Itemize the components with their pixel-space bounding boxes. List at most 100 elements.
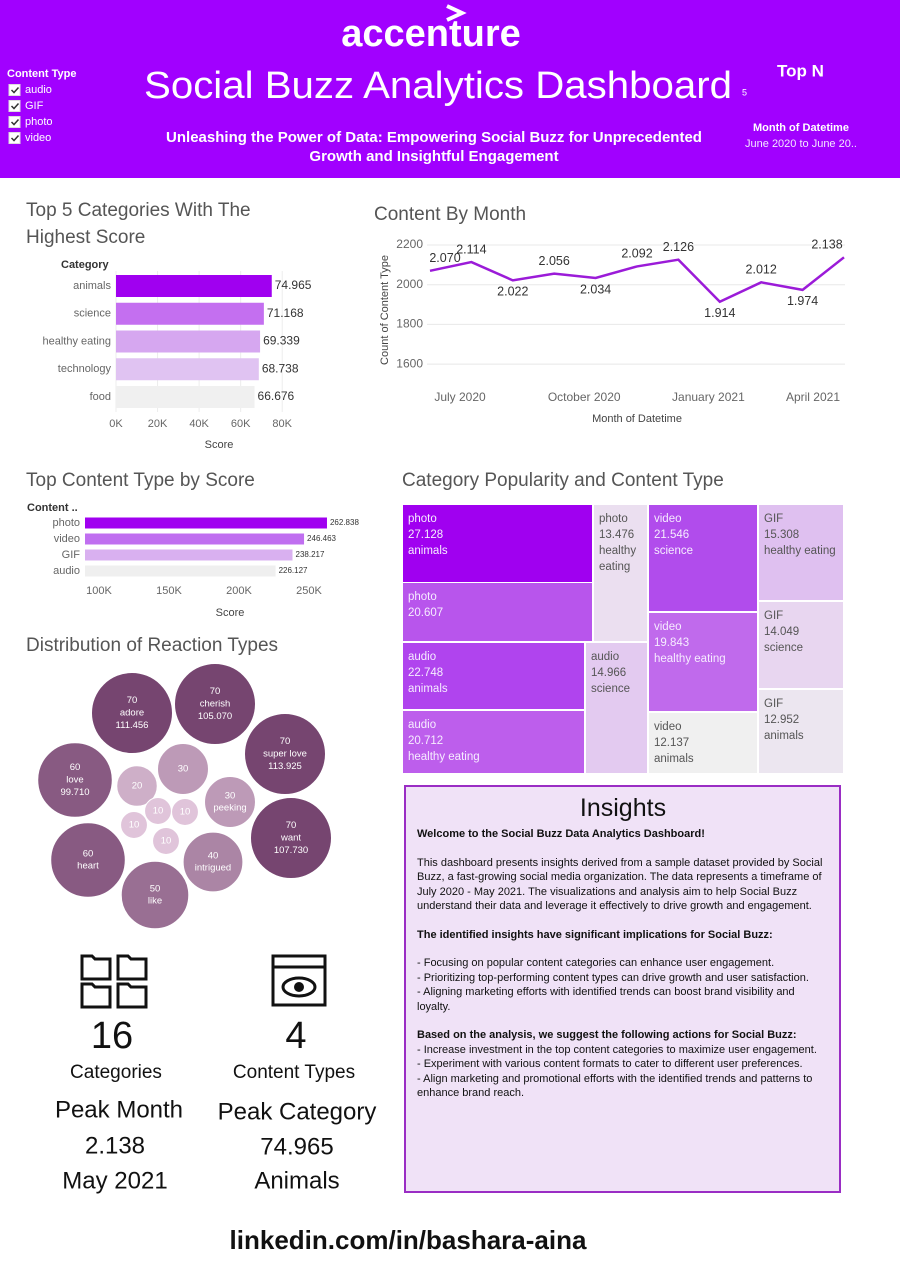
top-n-label[interactable]: Top N	[777, 61, 824, 80]
category-label: photo	[52, 517, 80, 529]
treemap-label: GIF 14.049 science	[764, 608, 840, 686]
bubble-value: 10	[129, 820, 140, 831]
treemap-group: GIF	[764, 513, 784, 525]
treemap-category: healthy eating	[408, 751, 480, 763]
insights-item: - Aligning marketing efforts with identi…	[417, 986, 795, 1013]
insights-panel: Insights Welcome to the Social Buzz Data…	[404, 785, 841, 1193]
treemap-cell	[586, 643, 647, 773]
bubble-value: 30	[225, 790, 236, 801]
bubble-value: 10	[180, 807, 191, 818]
insights-item: - Prioritizing top-performing content ty…	[417, 971, 809, 984]
bubble-value: 70	[127, 695, 138, 706]
treemap-cell	[403, 583, 592, 641]
treemap-group: audio	[591, 651, 620, 663]
filter-option[interactable]: GIF	[25, 100, 44, 112]
treemap-category: science	[764, 642, 803, 654]
value-label: 226.127	[279, 566, 308, 575]
y-tick-label: 1600	[396, 356, 423, 370]
x-tick-label: July 2020	[434, 390, 486, 404]
treemap-group: video	[654, 621, 682, 633]
bubble	[249, 796, 333, 880]
value-label: 66.676	[258, 389, 295, 403]
treemap-group: photo	[599, 513, 628, 525]
chart-title: Content By Month	[374, 204, 526, 225]
treemap-value: 13.476	[599, 529, 635, 541]
peak-value: 74.965	[260, 1133, 333, 1160]
value-label: 2.114	[456, 242, 486, 256]
value-label: 1.914	[704, 306, 735, 320]
peak-label: Peak Category	[218, 1098, 377, 1125]
bubble	[204, 776, 256, 828]
treemap-cell	[403, 711, 584, 773]
x-tick-label: 250K	[296, 585, 322, 597]
dashboard-title: Social Buzz Analytics Dashboard	[144, 65, 732, 107]
checkbox[interactable]	[8, 84, 21, 96]
bubble	[182, 831, 244, 893]
treemap-cell	[759, 505, 843, 600]
category-axis-title: Content ..	[27, 502, 78, 514]
logo-chevron	[446, 4, 467, 22]
checkbox[interactable]	[8, 116, 21, 128]
y-tick-label: 2200	[396, 237, 423, 251]
value-label: 2.012	[746, 263, 777, 277]
category-label: video	[54, 533, 80, 545]
bar	[116, 302, 264, 325]
insights-item: - Experiment with various content format…	[417, 1058, 803, 1070]
x-axis-title: Month of Datetime	[592, 413, 682, 425]
treemap-category: animals	[654, 753, 694, 765]
x-tick-label: 200K	[226, 585, 252, 597]
bubble	[90, 671, 174, 755]
filter-option[interactable]: audio	[25, 84, 52, 96]
value-label: 2.126	[663, 240, 694, 254]
kpi-value: 16	[91, 1015, 133, 1057]
value-label: 74.965	[275, 278, 312, 292]
insights-item: - Increase investment in the top content…	[417, 1043, 817, 1056]
category-label: food	[90, 391, 111, 403]
value-label: 2.070	[429, 251, 460, 265]
treemap-category: animals	[408, 683, 448, 695]
top-n-value: 5	[742, 87, 747, 97]
treemap-group: audio	[408, 651, 437, 663]
bar	[116, 386, 255, 408]
bar	[85, 517, 327, 529]
treemap-value: 19.843	[654, 637, 690, 649]
treemap-value: 20.712	[408, 735, 444, 747]
filter-option[interactable]: video	[25, 132, 51, 144]
filter-option[interactable]: photo	[25, 116, 53, 128]
chart-title: Top Content Type by Score	[26, 470, 255, 491]
x-axis-title: Score	[216, 607, 245, 619]
filter-title: Content Type	[7, 68, 76, 80]
bubble	[120, 860, 190, 930]
checkbox[interactable]	[8, 132, 21, 144]
bubble-name: adore	[120, 708, 144, 719]
bubble	[116, 765, 158, 807]
bubble	[152, 827, 180, 855]
bubble-value: 10	[153, 806, 164, 817]
bubble-value: 30	[178, 764, 189, 775]
treemap-value: 12.137	[654, 737, 690, 749]
chart-title: Category Popularity and Content Type	[402, 470, 724, 491]
treemap-label: GIF 15.308 healthy eating	[764, 511, 840, 598]
footer-link[interactable]: linkedin.com/in/bashara-aina	[230, 1225, 587, 1255]
treemap-label: GIF 12.952 animals	[764, 696, 840, 771]
peak-value: 2.138	[85, 1132, 145, 1159]
x-tick-label: October 2020	[548, 390, 621, 404]
bubble-value: 60	[70, 762, 81, 773]
treemap-group: photo	[408, 513, 437, 525]
bubble	[243, 712, 327, 796]
treemap-value: 15.308	[764, 529, 800, 541]
treemap-value: 20.607	[408, 607, 444, 619]
peak-detail: May 2021	[62, 1167, 167, 1194]
bubble-name: heart	[77, 861, 99, 872]
treemap-cell	[649, 505, 757, 611]
month-filter-value[interactable]: June 2020 to June 20..	[745, 138, 857, 150]
bubble-name: cherish	[200, 699, 231, 710]
bubble-score: 99.710	[60, 787, 89, 798]
y-tick-label: 2000	[396, 277, 423, 291]
chart-title: Top 5 Categories With The Highest Score	[26, 200, 251, 248]
bubble-value: 40	[208, 850, 219, 861]
treemap-group: GIF	[764, 610, 784, 622]
x-tick-label: 20K	[148, 418, 168, 430]
checkbox[interactable]	[8, 100, 21, 112]
